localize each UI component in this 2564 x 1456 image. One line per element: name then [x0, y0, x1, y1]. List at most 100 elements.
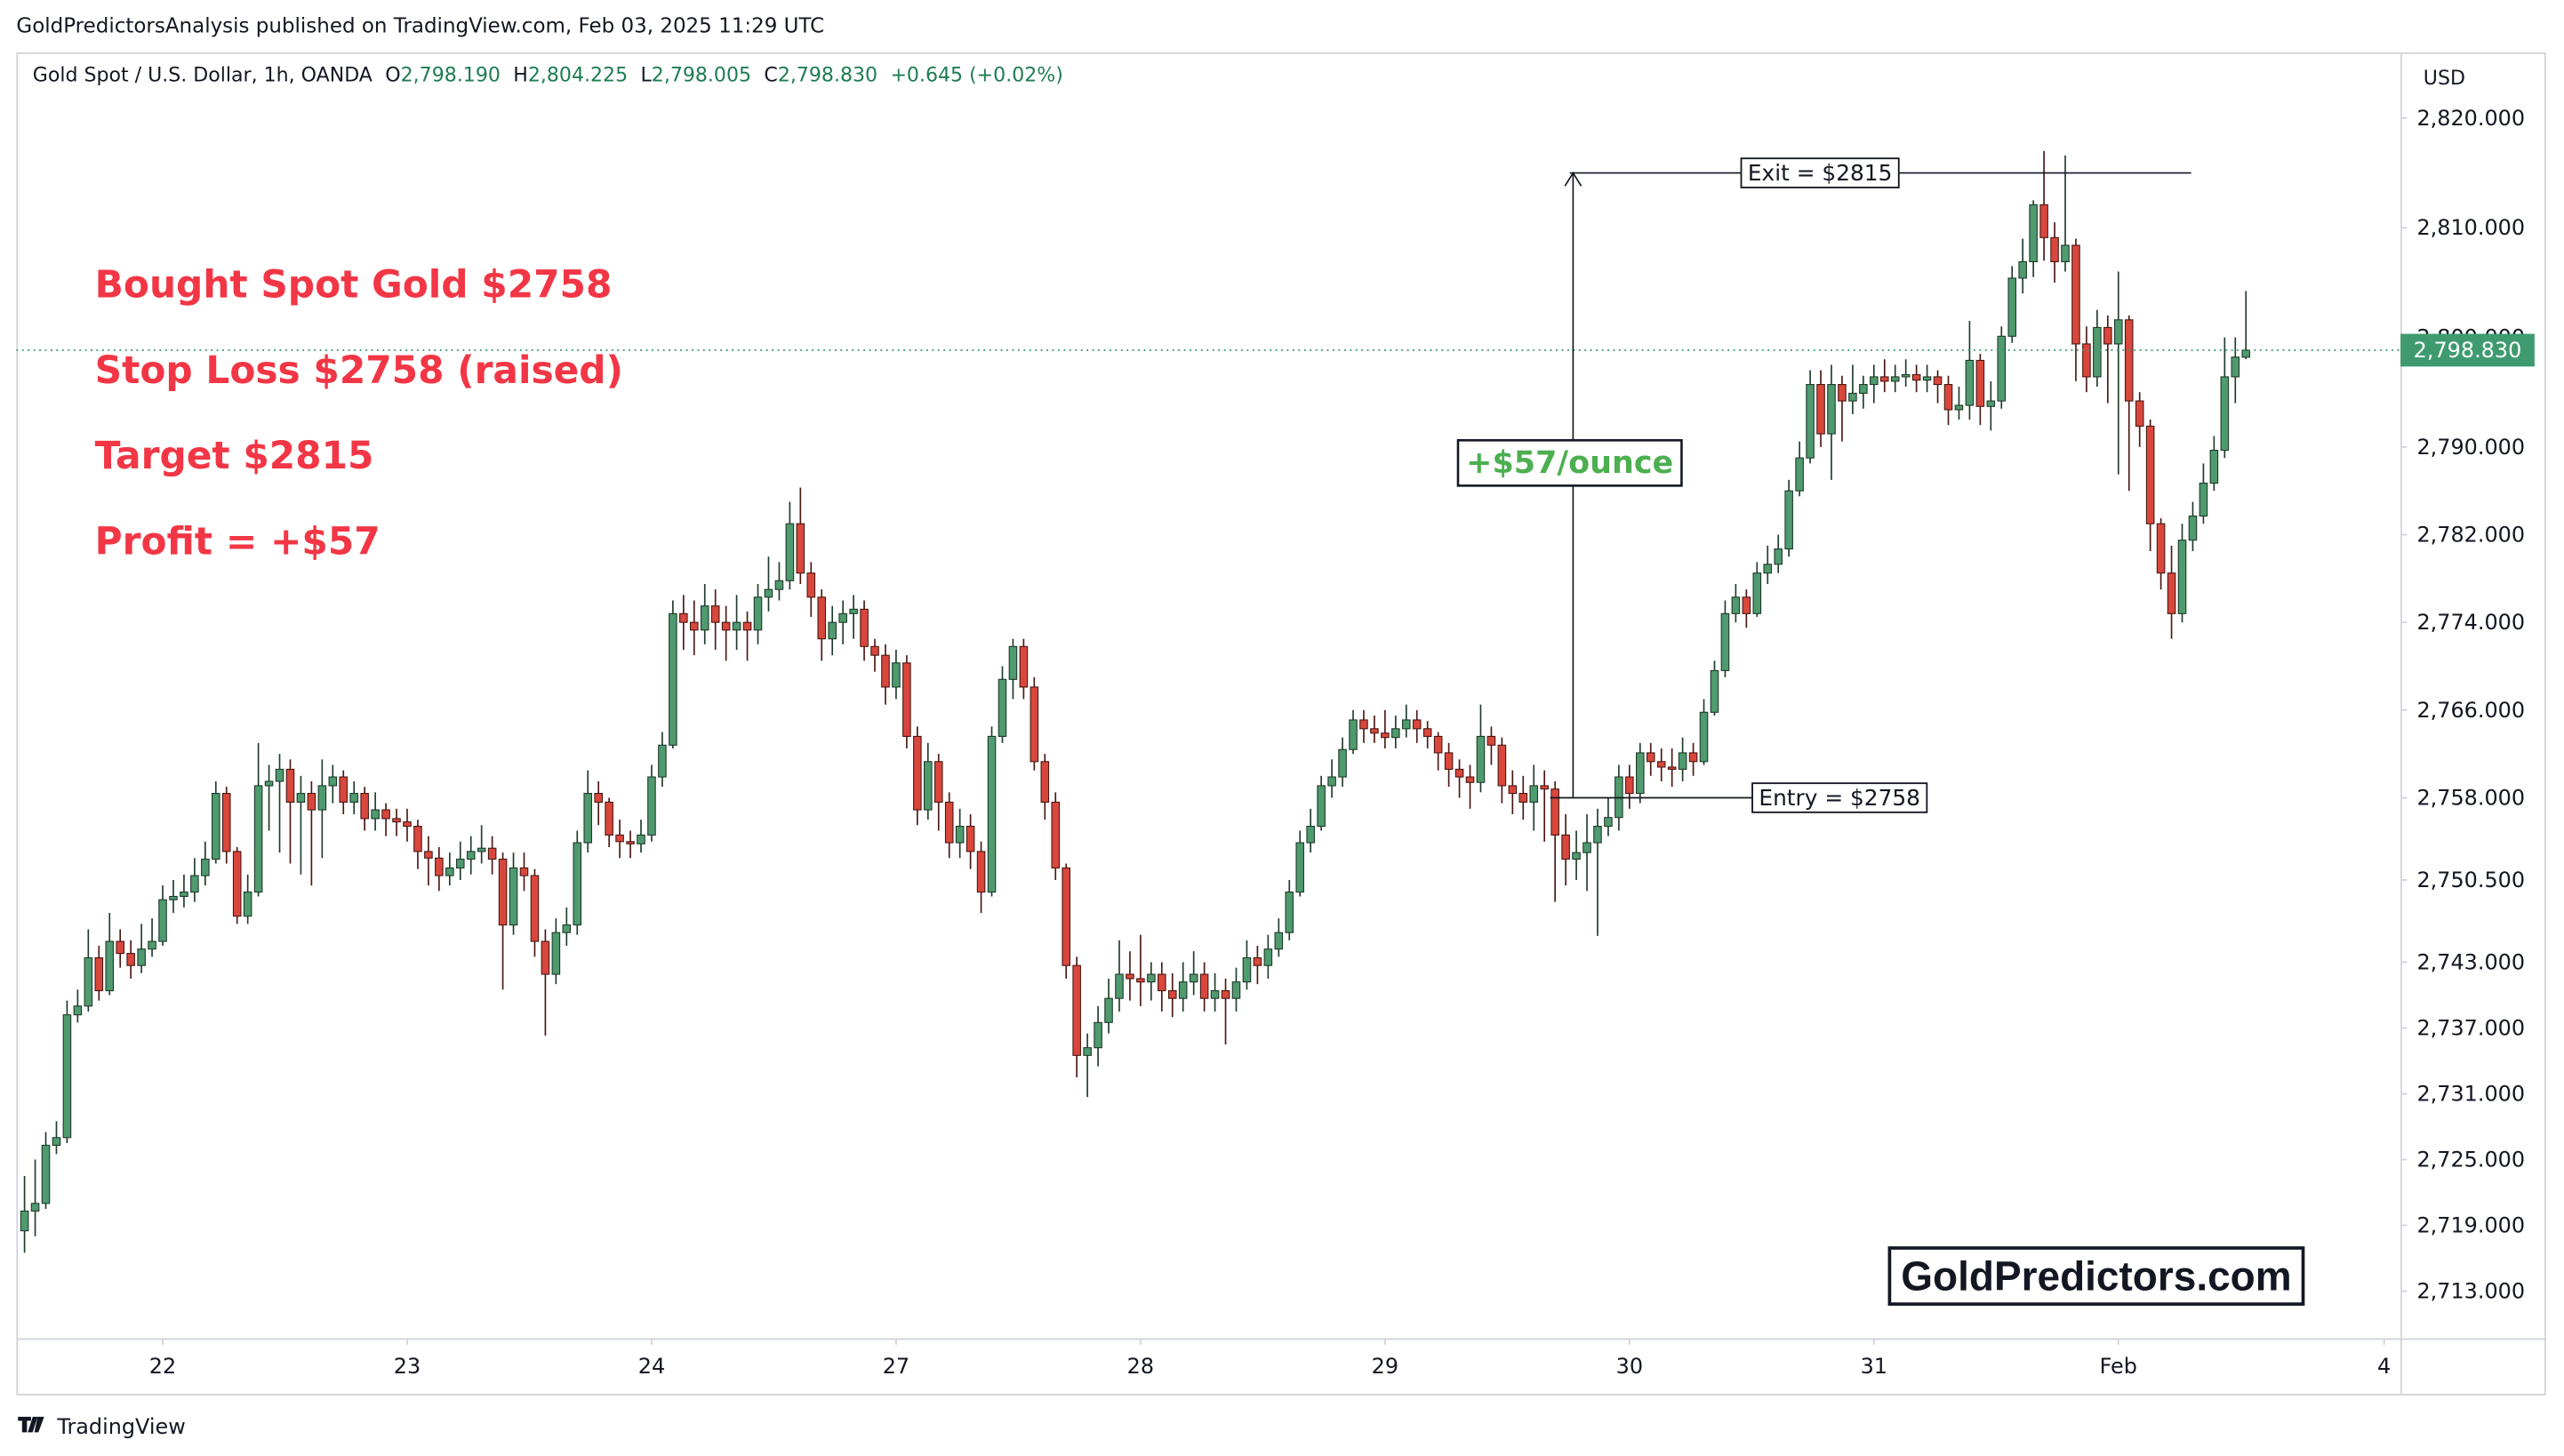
candle-body — [1094, 1021, 1102, 1049]
candle-body — [2124, 319, 2134, 402]
candle-body — [944, 801, 954, 844]
candle-body — [1019, 645, 1029, 688]
candle-body — [1954, 404, 1964, 411]
x-tick-label: 29 — [1372, 1354, 1398, 1379]
candle-body — [339, 776, 349, 803]
candle-body — [700, 605, 709, 631]
candle-body — [2209, 450, 2219, 484]
candle-body — [519, 867, 529, 876]
field-value: 2,798.190 — [401, 64, 501, 86]
level-label: Exit = $2815 — [1748, 160, 1893, 186]
candle-body — [1189, 973, 1198, 983]
level-label-box — [1751, 782, 1928, 813]
y-tick-label: 2,820.000 — [2416, 106, 2525, 131]
candle-body — [148, 940, 156, 950]
candle-body — [1731, 596, 1741, 614]
candle-body — [1656, 761, 1666, 768]
currency: USD — [2424, 68, 2465, 90]
watermark-box — [1887, 1246, 2305, 1306]
candle-body — [1922, 376, 1932, 381]
trade-note: Stop Loss $2758 (raised) — [95, 348, 623, 392]
y-tick-label: 2,713.000 — [2416, 1278, 2525, 1303]
x-tick-label: Feb — [2100, 1354, 2137, 1379]
candle-body — [1838, 384, 1847, 402]
candle-body — [838, 612, 847, 623]
candle-body — [1890, 376, 1900, 382]
candle-body — [1848, 392, 1857, 402]
candle-body — [1486, 735, 1496, 746]
candle-body — [849, 608, 858, 614]
candle-body — [1444, 752, 1454, 770]
field-value: 2,798.005 — [652, 64, 751, 86]
x-tick-label: 4 — [2377, 1354, 2391, 1379]
candle-body — [2061, 244, 2070, 262]
logo-mark — [18, 1416, 44, 1433]
candle-body — [455, 859, 465, 868]
candle-body — [1231, 981, 1241, 999]
candle-body — [126, 953, 135, 966]
candle-body — [371, 809, 380, 820]
candle-body — [796, 523, 805, 574]
candle-body — [1126, 973, 1134, 980]
last-price-label: 2,798.830 — [2414, 338, 2522, 363]
candle-body — [1178, 981, 1188, 999]
candle-body — [966, 826, 975, 852]
level-label: Entry = $2758 — [1759, 785, 1920, 811]
candle-body — [2156, 523, 2166, 574]
candle-body — [562, 924, 572, 933]
candle-body — [307, 793, 316, 811]
brand: TradingView — [56, 1414, 185, 1439]
candle-body — [1253, 957, 1262, 966]
arrow-head — [1564, 171, 1582, 187]
y-tick-label: 2,725.000 — [2416, 1147, 2525, 1172]
candle-body — [551, 932, 561, 975]
candle-body — [924, 761, 933, 811]
candle-body — [2113, 319, 2123, 345]
candle-body — [1582, 842, 1591, 853]
candle-body — [1349, 719, 1358, 750]
candle-body — [1051, 801, 1061, 868]
candle-body — [1412, 719, 1422, 730]
candle-body — [1784, 490, 1793, 550]
candle-body — [201, 859, 210, 876]
candle-body — [1158, 973, 1166, 992]
candle-body — [1986, 400, 1996, 407]
candle-body — [902, 662, 911, 737]
candle-body — [1008, 645, 1018, 680]
candle-body — [1625, 776, 1634, 795]
candle-body — [2177, 540, 2187, 614]
candle-body — [669, 612, 677, 746]
candle-body — [2050, 236, 2059, 262]
candle-body — [275, 768, 284, 782]
candle-body — [753, 596, 763, 631]
candle-body — [1072, 964, 1081, 1056]
field-label: C — [764, 64, 777, 86]
candle-body — [1710, 669, 1719, 713]
candle-body — [2231, 356, 2240, 378]
candle-body — [392, 818, 401, 823]
gain-label: +$57/ounce — [1466, 445, 1673, 481]
candle-body — [1422, 728, 1432, 737]
y-tick-label: 2,731.000 — [2416, 1081, 2525, 1106]
candle-body — [1518, 793, 1528, 803]
candle-body — [1359, 719, 1368, 730]
candle-body — [1242, 957, 1252, 983]
candle-body — [1763, 564, 1773, 574]
candle-body — [1136, 978, 1145, 983]
candle-body — [1774, 548, 1783, 565]
candle-body — [285, 768, 295, 803]
candle-body — [190, 875, 199, 893]
candle-body — [1030, 686, 1039, 763]
candle-body — [1115, 973, 1124, 999]
x-tick-label: 23 — [394, 1354, 421, 1379]
candle-body — [1285, 892, 1294, 933]
candle-body — [1901, 373, 1911, 378]
candle-body — [1274, 932, 1284, 950]
candle-body — [1381, 732, 1390, 739]
candle-body — [498, 859, 508, 926]
candle-body — [2167, 572, 2176, 614]
candle-body — [52, 1137, 61, 1146]
candle-body — [710, 605, 720, 623]
candle-body — [742, 621, 752, 631]
candle-body — [583, 793, 593, 844]
